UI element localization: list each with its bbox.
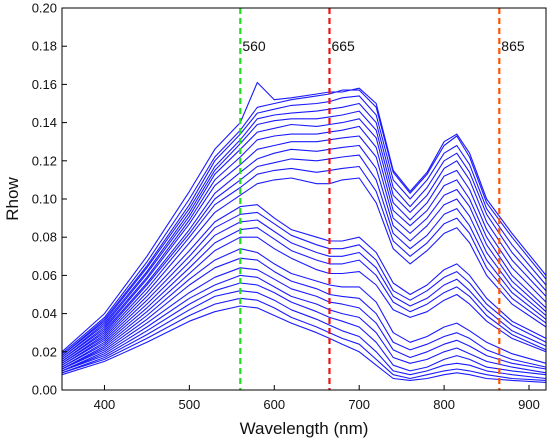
spectrum-line-20	[61, 267, 547, 372]
x-tick-label: 500	[179, 397, 201, 412]
x-tick-label: 400	[94, 397, 116, 412]
spectrum-line-4	[61, 102, 547, 357]
spectrum-line-21	[61, 274, 547, 374]
spectrum-line-17	[61, 236, 547, 370]
spectrum-line-23	[61, 290, 547, 380]
spectrum-line-18	[61, 248, 547, 370]
spectrum-line-8	[61, 135, 547, 360]
spectrum-line-12	[61, 177, 547, 364]
y-tick-label: 0.04	[32, 306, 57, 321]
spectrum-line-3	[61, 95, 547, 357]
reference-line-label-665: 665	[331, 38, 355, 54]
y-tick-label: 0.10	[32, 192, 57, 207]
y-tick-label: 0.02	[32, 344, 57, 359]
spectrum-line-5	[61, 110, 547, 358]
vertical-lines-group: 560 665 865	[239, 8, 525, 390]
spectrum-line-10	[61, 154, 547, 362]
y-tick-label: 0.18	[32, 39, 57, 54]
spectrum-line-7	[61, 125, 547, 360]
x-tick-label: 900	[518, 397, 540, 412]
spectrum-line-1	[61, 81, 547, 353]
reference-line-label-560: 560	[242, 38, 266, 54]
y-axis-title: Rhow	[3, 177, 22, 221]
spectrum-line-16	[61, 227, 547, 368]
spectrum-line-15	[61, 219, 547, 368]
y-tick-label: 0.16	[32, 77, 57, 92]
spectrum-line-24	[61, 297, 547, 381]
y-tick-label: 0.14	[32, 115, 57, 130]
spectrum-line-22	[61, 282, 547, 376]
spectrum-line-13	[61, 204, 547, 366]
spectrum-line-19	[61, 257, 547, 370]
y-tick-label: 0.00	[32, 383, 57, 398]
y-tick-label: 0.20	[32, 1, 57, 16]
y-axis: 0.00 0.02 0.04 0.06 0.08 0.10 0.12 0.14 0.16 0.18…	[32, 1, 67, 398]
spectrum-line-9	[61, 144, 547, 362]
spectrum-line-2	[61, 89, 547, 355]
y-tick-label: 0.08	[32, 230, 57, 245]
series-group	[61, 81, 547, 383]
y-tick-label: 0.12	[32, 153, 57, 168]
spectrum-line-6	[61, 118, 547, 358]
spectrum-line-25	[61, 305, 547, 383]
x-axis: 400 500 600 700 800 900	[94, 385, 540, 412]
spectrum-line-14	[61, 211, 547, 366]
reference-line-label-865: 865	[501, 38, 525, 54]
x-tick-label: 800	[433, 397, 455, 412]
x-axis-title: Wavelength (nm)	[240, 419, 369, 438]
x-tick-label: 700	[348, 397, 370, 412]
spectrum-line-11	[61, 165, 547, 364]
x-tick-label: 600	[263, 397, 285, 412]
y-tick-label: 0.06	[32, 268, 57, 283]
